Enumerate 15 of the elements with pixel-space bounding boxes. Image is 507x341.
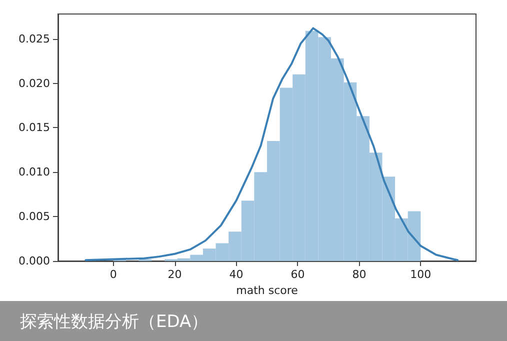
x-tick-label: 80 [352,268,366,281]
x-tick-label: 0 [110,268,117,281]
text: 探索性数据分析（EDA） [20,311,208,333]
x-tick-label: 60 [290,268,305,281]
y-tick-label: 0.010 [18,166,50,179]
line-series [84,27,459,262]
y-tick-label: 0.000 [18,254,50,268]
x-tick-label: 40 [229,268,244,281]
y-tick-label: 0.025 [18,32,50,46]
y-tick-label: 0.020 [18,76,50,90]
x-axis-title: math score [236,284,298,297]
y-tick-label: 0.005 [18,210,50,224]
y-tick-label: 0.015 [18,121,50,134]
x-tick-label: 20 [168,268,182,281]
x-tick-label: 100 [410,268,432,281]
